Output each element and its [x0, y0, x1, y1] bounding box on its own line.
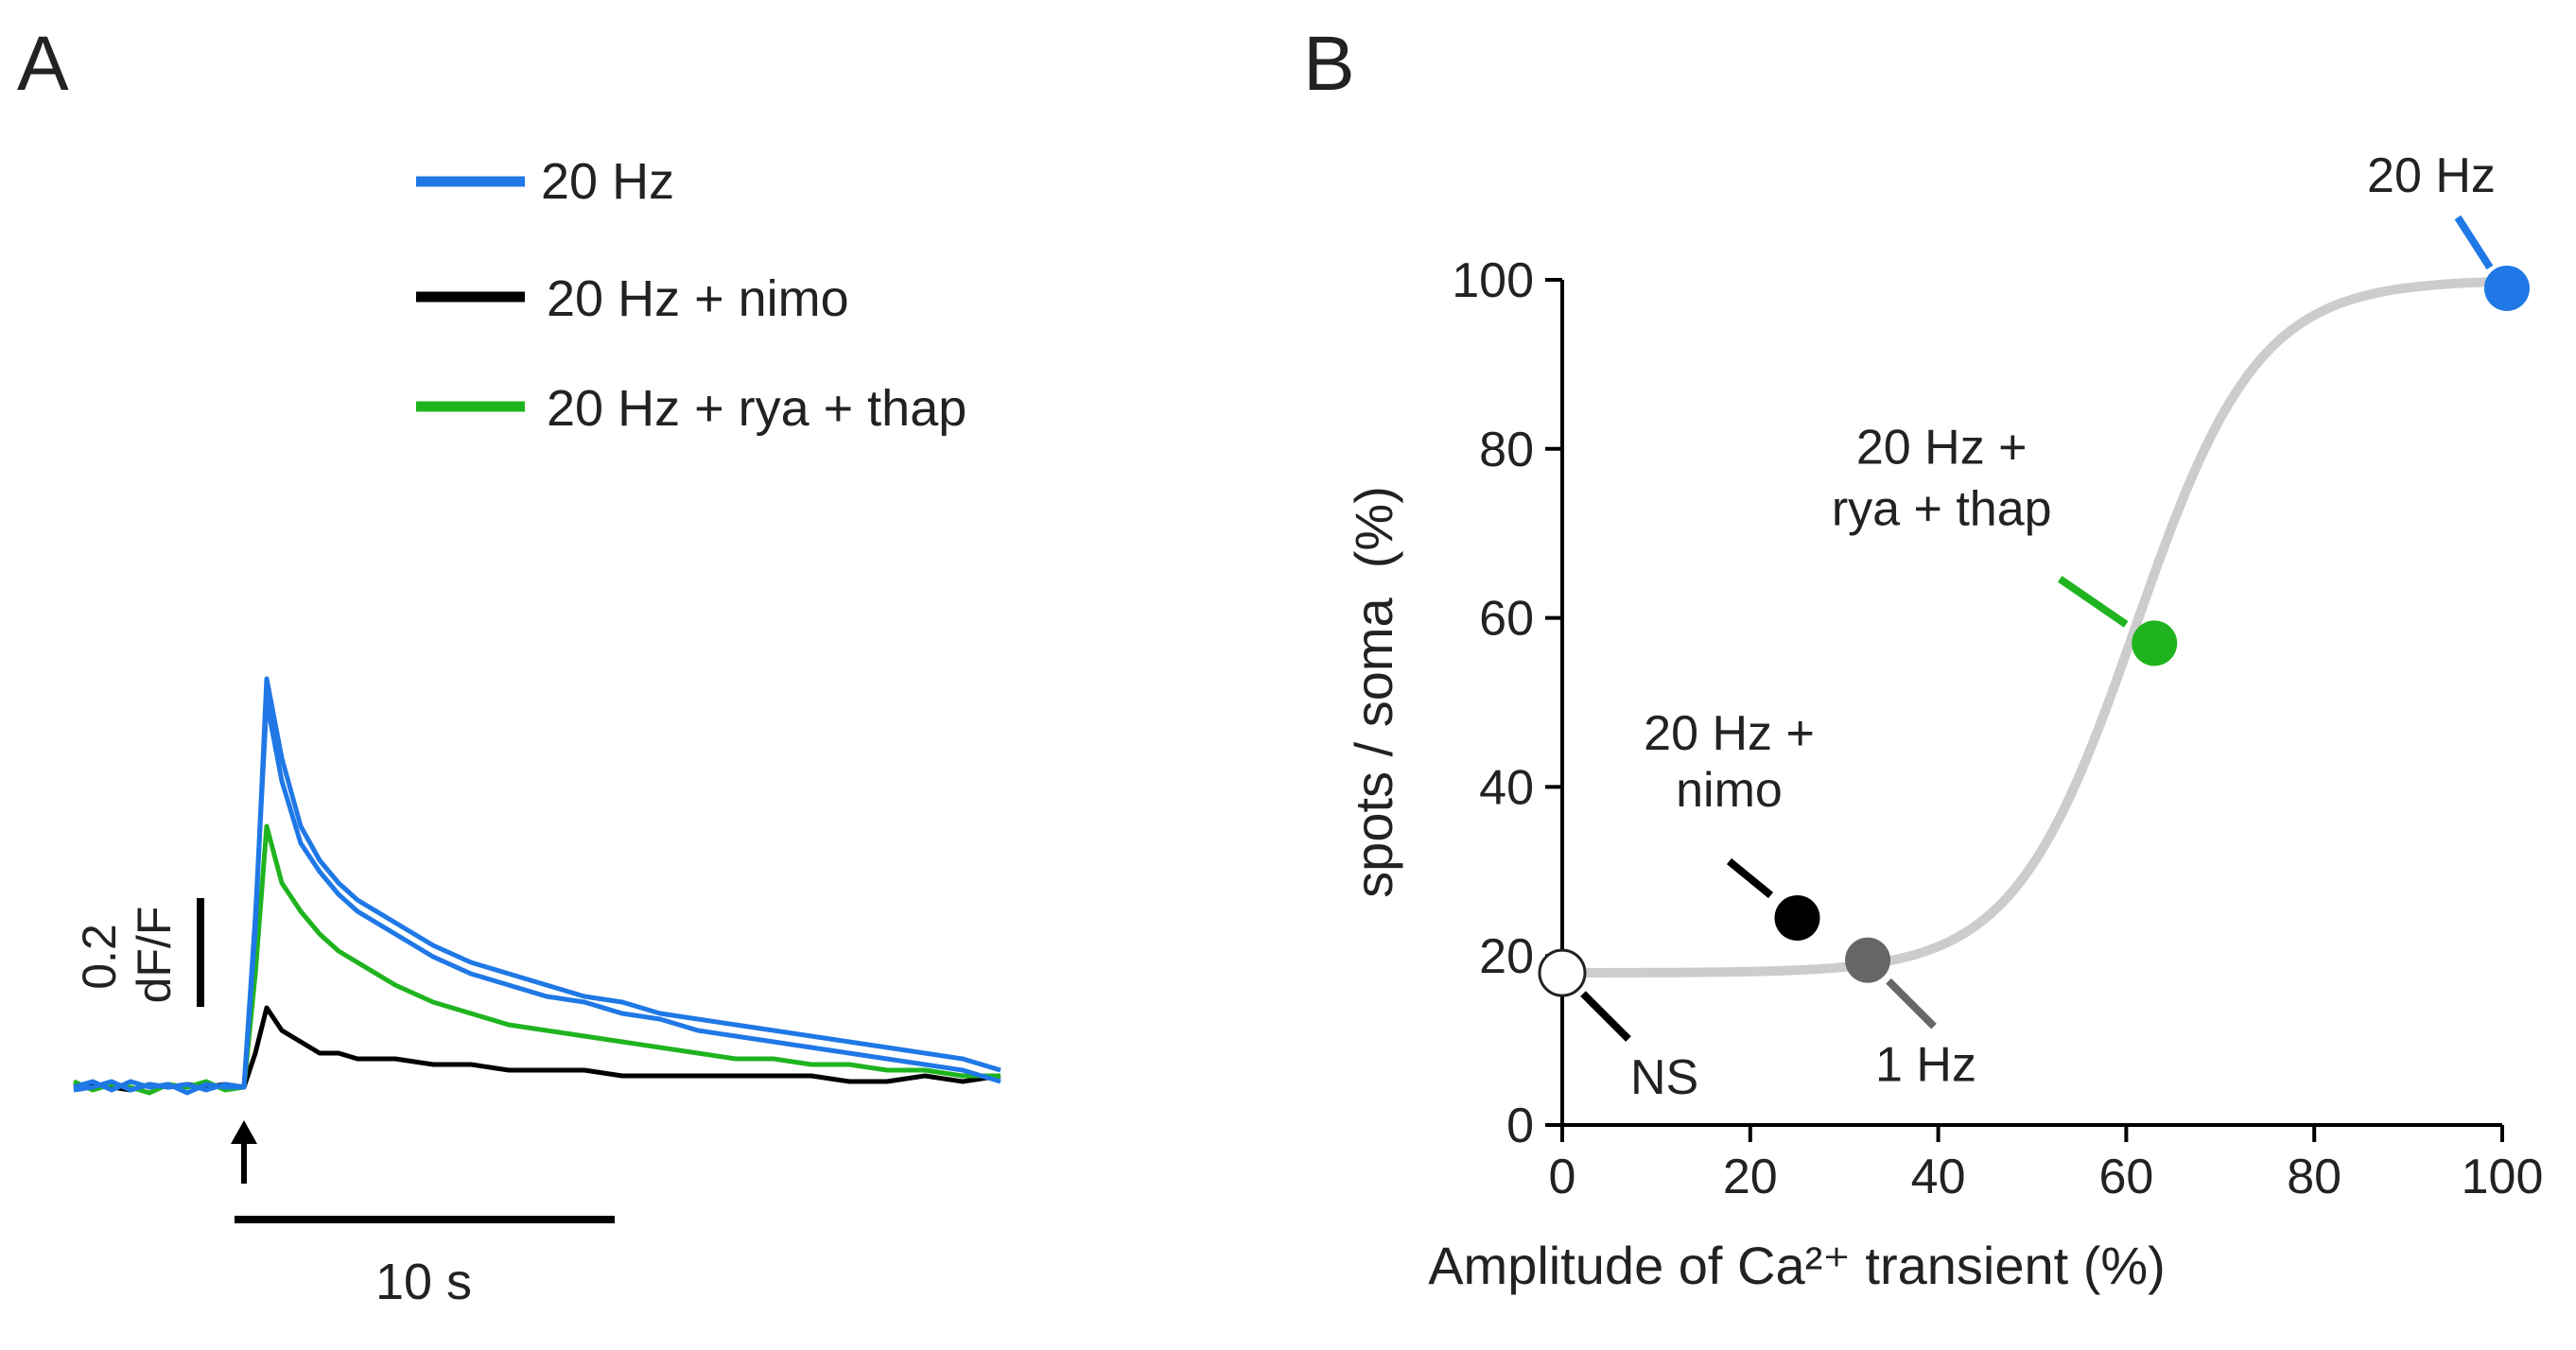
- legend-label-20hz: 20 Hz: [541, 153, 674, 210]
- point-label-1-hz: 1 Hz: [1875, 1038, 1976, 1093]
- point-20-hz: [2483, 265, 2530, 311]
- sigmoid-fit-curve: [1558, 276, 2512, 978]
- point-leader-20-hz-rya-thap: [2057, 576, 2129, 628]
- point-leader-20-hz-nimo: [1726, 857, 1774, 899]
- point-leader-ns: [1580, 991, 1631, 1042]
- y-tick-label: 100: [1452, 253, 1534, 308]
- x-tick-label: 60: [2098, 1150, 2153, 1204]
- point-1-hz: [1845, 937, 1891, 983]
- point-leader-1-hz: [1886, 978, 1937, 1030]
- time-scale-label: 10 s: [375, 1254, 472, 1310]
- time-scale-bar: 10 s: [235, 1216, 615, 1310]
- x-tick-label: 0: [1549, 1150, 1576, 1204]
- panel-a-traces: [72, 676, 1001, 1096]
- fit-curve-path: [1558, 276, 2512, 978]
- x-tick-label: 80: [2287, 1150, 2341, 1204]
- panel-b-axes: 0 20 40 60 80 100 0 20 40 60 80 100: [1452, 253, 2543, 1204]
- panel-b-scatter-chart: B 0 20 40 60 80 100 0 20 40 60 80 100 NS 1 Hz 20 Hz +…: [1303, 21, 2543, 1295]
- point-20-hz-nimo: [1774, 894, 1820, 941]
- y-tick-label: 60: [1479, 592, 1534, 647]
- y-tick-label: 0: [1506, 1099, 1534, 1153]
- point-ns: [1538, 948, 1587, 997]
- y-tick-label: 40: [1479, 760, 1534, 815]
- legend-label-20hz-nimo: 20 Hz + nimo: [547, 270, 849, 327]
- point-label-20-hz-rya-thap: rya + thap: [1832, 481, 2052, 536]
- dff-scale-bar: 0.2 dF/F: [73, 898, 204, 1007]
- x-tick-label: 100: [2462, 1150, 2544, 1204]
- panel-a-trace-chart: A 20 Hz 20 Hz + nimo 20 Hz + rya + thap …: [17, 21, 1001, 1310]
- point-label-20-hz: 20 Hz: [2367, 148, 2496, 203]
- trace-20-hz-nimo: [73, 1005, 1001, 1093]
- stimulus-arrow-up-icon: [231, 1120, 257, 1184]
- trace-20-hz: [73, 699, 1001, 1093]
- point-label-20-hz-nimo: 20 Hz +: [1644, 706, 1815, 761]
- panel-a-label: A: [17, 21, 69, 107]
- point-label-ns: NS: [1630, 1050, 1698, 1105]
- point-label-20-hz-nimo: nimo: [1676, 763, 1783, 818]
- dff-scale-value: 0.2: [73, 924, 126, 990]
- point-label-20-hz-rya-thap: 20 Hz +: [1856, 420, 2028, 475]
- x-tick-label: 40: [1911, 1150, 1966, 1204]
- x-tick-label: 20: [1723, 1150, 1778, 1204]
- point-leader-20-hz: [2454, 215, 2494, 270]
- panel-b-label: B: [1303, 21, 1355, 107]
- point-20-hz-rya-thap: [2132, 620, 2178, 666]
- y-axis-label: spots / soma (%): [1344, 486, 1403, 898]
- panel-a-legend: 20 Hz 20 Hz + nimo 20 Hz + rya + thap: [416, 153, 966, 437]
- trace-20-hz: [73, 676, 1001, 1096]
- legend-label-20hz-rya-thap: 20 Hz + rya + thap: [547, 380, 966, 437]
- dff-scale-unit: dF/F: [128, 907, 181, 1004]
- y-tick-label: 20: [1479, 929, 1534, 984]
- y-tick-label: 80: [1479, 423, 1534, 477]
- x-axis-label: Amplitude of Ca²⁺ transient (%): [1428, 1236, 2166, 1295]
